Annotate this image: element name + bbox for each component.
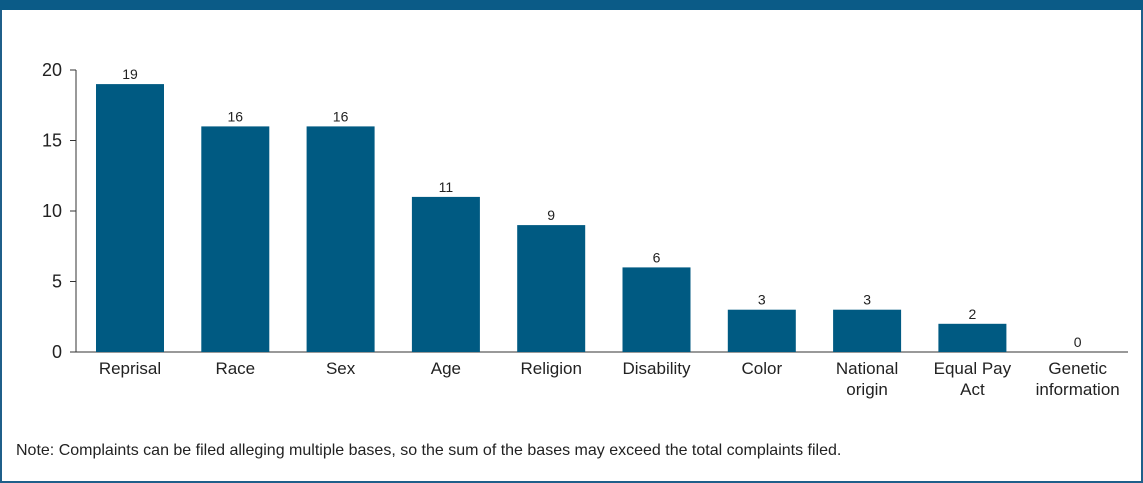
y-tick-label: 15 [42,131,62,151]
bar [411,196,480,352]
bar [622,267,691,352]
bar [727,309,796,352]
x-tick-label: Disability [622,359,691,378]
bar [938,323,1007,352]
bar [96,84,164,352]
data-label: 11 [439,179,454,195]
x-tick-label: Equal Pay [934,359,1012,378]
x-tick-label: Genetic [1048,359,1107,378]
data-label: 2 [969,306,977,322]
x-tick-label: origin [846,380,888,399]
data-label: 3 [863,292,871,308]
chart-note: Note: Complaints can be filed alleging m… [16,442,842,459]
x-tick-label: Race [215,359,255,378]
data-label: 6 [653,249,661,265]
data-label: 16 [333,108,349,124]
data-label: 16 [228,108,244,124]
y-tick-label: 20 [42,60,62,80]
data-label: 0 [1074,334,1082,350]
data-label: 3 [758,292,766,308]
bar [306,126,375,353]
data-label: 19 [122,66,138,82]
x-tick-label: Color [741,359,782,378]
bar [833,309,902,352]
y-tick-label: 10 [42,201,62,221]
bar [201,126,270,353]
x-tick-label: Sex [326,359,356,378]
x-tick-label: Reprisal [99,359,161,378]
x-tick-label: Act [960,380,985,399]
y-tick-label: 5 [52,272,62,292]
x-tick-label: Age [431,359,461,378]
bar [517,225,586,352]
x-tick-label: information [1036,380,1120,399]
x-tick-label: National [836,359,898,378]
data-label: 9 [547,207,555,223]
header-bar [0,0,1143,10]
x-tick-label: Religion [520,359,581,378]
y-tick-label: 0 [52,342,62,362]
